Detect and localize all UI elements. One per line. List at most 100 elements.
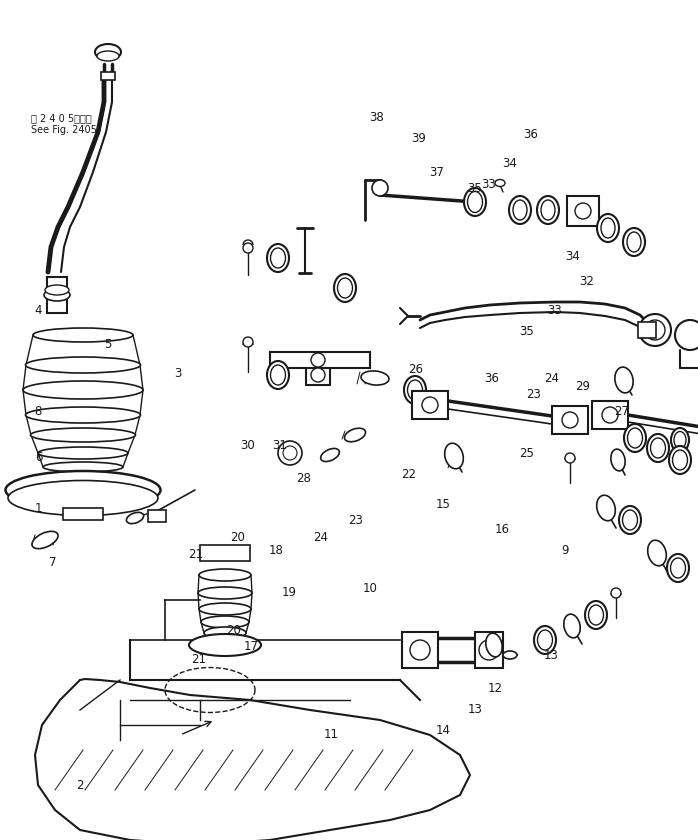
Circle shape	[675, 320, 698, 350]
Text: 18: 18	[268, 543, 283, 557]
Ellipse shape	[32, 532, 58, 549]
Ellipse shape	[672, 450, 688, 470]
Ellipse shape	[267, 244, 289, 272]
Ellipse shape	[95, 44, 121, 60]
Ellipse shape	[628, 428, 642, 448]
Ellipse shape	[338, 278, 352, 298]
Ellipse shape	[204, 627, 246, 639]
Text: 13: 13	[467, 703, 482, 717]
Ellipse shape	[627, 232, 641, 252]
Ellipse shape	[33, 328, 133, 342]
Ellipse shape	[486, 633, 503, 657]
Text: 38: 38	[369, 111, 385, 124]
Ellipse shape	[513, 200, 527, 220]
Text: 27: 27	[614, 405, 629, 418]
Ellipse shape	[334, 274, 356, 302]
Ellipse shape	[445, 444, 463, 469]
Circle shape	[602, 407, 618, 423]
Circle shape	[639, 314, 671, 346]
Text: 39: 39	[411, 132, 426, 145]
Text: 35: 35	[519, 325, 535, 339]
Ellipse shape	[271, 365, 285, 385]
Bar	[567, 196, 599, 226]
Ellipse shape	[537, 630, 553, 650]
Text: 33: 33	[481, 178, 496, 192]
Bar	[592, 401, 628, 429]
Text: 34: 34	[502, 157, 517, 171]
Circle shape	[283, 446, 297, 460]
Circle shape	[410, 640, 430, 660]
Bar	[63, 508, 103, 520]
Text: 3: 3	[174, 367, 181, 381]
Ellipse shape	[6, 471, 161, 509]
Ellipse shape	[648, 540, 667, 566]
Ellipse shape	[619, 506, 641, 534]
Ellipse shape	[43, 462, 123, 472]
Ellipse shape	[495, 180, 505, 186]
Ellipse shape	[44, 289, 70, 301]
Ellipse shape	[624, 424, 646, 452]
Bar	[475, 632, 503, 668]
Bar	[412, 391, 448, 419]
Circle shape	[422, 397, 438, 413]
Ellipse shape	[671, 558, 685, 578]
Text: 17: 17	[244, 640, 259, 654]
Ellipse shape	[26, 407, 140, 423]
Ellipse shape	[404, 376, 426, 404]
Text: 30: 30	[240, 438, 255, 452]
Ellipse shape	[509, 196, 531, 224]
Circle shape	[243, 337, 253, 347]
Ellipse shape	[201, 616, 249, 628]
Text: 32: 32	[579, 275, 594, 288]
Ellipse shape	[597, 214, 619, 242]
Text: 21: 21	[188, 548, 203, 561]
Text: 36: 36	[484, 371, 500, 385]
Text: 23: 23	[526, 388, 542, 402]
Circle shape	[311, 353, 325, 367]
Circle shape	[479, 640, 499, 660]
Ellipse shape	[601, 218, 615, 238]
Bar	[638, 322, 656, 338]
Text: 21: 21	[191, 653, 207, 666]
Text: 4: 4	[35, 304, 42, 318]
Ellipse shape	[541, 200, 555, 220]
Text: 34: 34	[565, 249, 580, 263]
Text: 12: 12	[488, 682, 503, 696]
Ellipse shape	[647, 434, 669, 462]
Bar	[402, 632, 438, 668]
Circle shape	[372, 180, 388, 196]
Text: 23: 23	[348, 514, 364, 528]
Text: 22: 22	[401, 468, 416, 481]
Ellipse shape	[503, 651, 517, 659]
Ellipse shape	[615, 367, 633, 393]
Circle shape	[645, 320, 665, 340]
Text: 16: 16	[495, 522, 510, 536]
Bar	[101, 72, 115, 80]
Ellipse shape	[97, 51, 119, 61]
Text: 2: 2	[77, 779, 84, 792]
Circle shape	[278, 441, 302, 465]
Bar	[148, 510, 166, 522]
Ellipse shape	[199, 603, 251, 615]
Ellipse shape	[271, 248, 285, 268]
Ellipse shape	[38, 447, 128, 459]
Text: 37: 37	[429, 165, 444, 179]
Text: 28: 28	[296, 472, 311, 486]
Ellipse shape	[361, 371, 389, 385]
Ellipse shape	[585, 601, 607, 629]
Bar	[47, 277, 67, 313]
Ellipse shape	[651, 438, 665, 458]
Text: 29: 29	[575, 380, 591, 393]
Text: 第 2 4 0 5图参阅
See Fig. 2405: 第 2 4 0 5图参阅 See Fig. 2405	[31, 113, 97, 135]
Ellipse shape	[408, 380, 422, 400]
Text: 20: 20	[230, 531, 245, 544]
Text: 14: 14	[436, 724, 451, 738]
Text: 11: 11	[324, 728, 339, 742]
Text: 8: 8	[35, 405, 42, 418]
Text: 7: 7	[49, 556, 56, 570]
Ellipse shape	[464, 188, 486, 216]
Ellipse shape	[31, 428, 135, 442]
Ellipse shape	[623, 228, 645, 256]
Ellipse shape	[45, 285, 69, 295]
Ellipse shape	[199, 569, 251, 581]
